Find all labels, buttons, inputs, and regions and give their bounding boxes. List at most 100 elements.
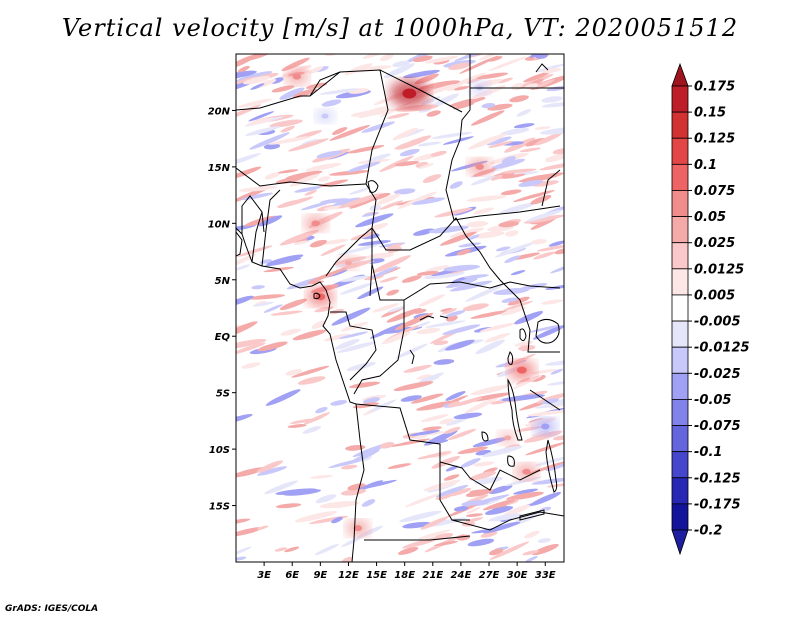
field-streak <box>310 475 333 479</box>
field-streak <box>248 111 274 122</box>
field-streak <box>258 215 283 227</box>
field-streak <box>347 161 381 173</box>
field-streak <box>263 266 294 273</box>
field-streak <box>311 320 327 330</box>
field-streak <box>236 264 251 271</box>
field-streak <box>399 510 442 523</box>
border-cameroon-car <box>369 228 373 297</box>
field-streak <box>507 296 530 306</box>
field-streak <box>303 412 330 425</box>
colorbar-swatch <box>671 477 689 505</box>
field-streak <box>534 126 551 130</box>
field-streak <box>463 274 489 279</box>
field-streak <box>387 463 412 469</box>
field-streak <box>462 303 489 312</box>
field-streak <box>445 277 478 289</box>
field-streak <box>449 280 493 292</box>
field-streak <box>448 62 471 71</box>
field-streak <box>357 240 392 246</box>
field-streak <box>257 341 288 352</box>
field-streak <box>503 300 533 311</box>
field-streak <box>515 377 531 385</box>
field-streak <box>443 395 468 406</box>
field-streak <box>500 128 530 136</box>
field-streak <box>519 147 541 153</box>
field-streak <box>491 158 526 170</box>
colorbar-swatch <box>671 242 689 270</box>
field-streak <box>292 329 327 341</box>
field-streak <box>418 163 434 169</box>
field-streak <box>522 550 539 556</box>
field-streak <box>246 117 274 126</box>
field-streak <box>550 368 563 375</box>
field-streak <box>270 310 303 316</box>
lat-tick-label: 10N <box>208 219 231 230</box>
field-streak <box>329 124 371 141</box>
colorbar-label: -0.05 <box>694 393 731 408</box>
field-streak <box>513 123 535 129</box>
field-streak <box>331 307 371 326</box>
field-streak <box>346 362 376 371</box>
field-streak <box>458 242 482 248</box>
field-streak <box>389 438 431 447</box>
field-streak <box>392 60 411 67</box>
border-mali-niger <box>236 71 341 111</box>
field-streak <box>552 148 564 155</box>
field-streak <box>251 285 265 290</box>
field-streak <box>269 119 303 128</box>
field-streak <box>369 204 382 211</box>
field-streak <box>497 77 513 84</box>
colorbar-swatch <box>671 451 689 479</box>
map-frame <box>235 53 565 563</box>
field-streak <box>545 155 564 163</box>
field-streak <box>265 389 301 406</box>
colorbar-label: 0.175 <box>694 80 735 95</box>
field-streak <box>349 198 376 209</box>
field-streak <box>524 555 538 562</box>
field-streak <box>395 343 428 359</box>
field-streak <box>445 310 466 318</box>
field-streak <box>413 309 427 314</box>
field-streak <box>394 161 420 167</box>
field-streak <box>409 430 440 437</box>
field-streak <box>236 342 266 356</box>
field-streak <box>418 108 432 113</box>
colorbar-label: -0.2 <box>694 524 722 539</box>
lake-victoria <box>535 318 560 344</box>
field-streak <box>236 70 257 80</box>
field-streak <box>330 400 347 406</box>
field-streak <box>371 255 411 274</box>
colorbar-swatch <box>671 190 689 217</box>
field-streak <box>506 491 544 501</box>
field-streak <box>545 460 564 471</box>
colorbar-label: -0.075 <box>694 419 741 434</box>
field-streak <box>280 125 295 133</box>
border-sudan-south-sudan <box>453 205 561 221</box>
field-streak <box>489 484 513 495</box>
lake-bangweulu <box>507 455 515 467</box>
field-streak <box>500 189 522 196</box>
field-streak <box>466 195 507 202</box>
field-streak <box>428 225 469 234</box>
field-streak <box>348 449 380 465</box>
velocity-field <box>236 54 564 562</box>
field-streak <box>536 63 564 73</box>
field-streak <box>430 150 447 157</box>
field-streak <box>523 214 564 224</box>
field-streak <box>236 467 267 478</box>
field-streak <box>445 465 459 472</box>
field-streak <box>386 112 410 119</box>
field-streak <box>537 538 551 543</box>
map-title: Vertical velocity [m/s] at 1000hPa, VT: … <box>61 14 739 42</box>
field-streak <box>465 285 503 302</box>
field-streak <box>499 202 536 215</box>
field-streak <box>316 150 343 159</box>
field-streak <box>503 504 531 517</box>
field-streak <box>271 85 295 93</box>
lon-tick-label: 6E <box>285 570 299 581</box>
field-streak <box>398 546 419 555</box>
field-streak <box>482 499 516 511</box>
field-streak <box>453 85 470 91</box>
field-streak <box>279 298 308 311</box>
colorbar: 0.175 0.15 0.125 0.1 0.075 0.05 0.025 0.0125 0.0… <box>671 62 750 556</box>
